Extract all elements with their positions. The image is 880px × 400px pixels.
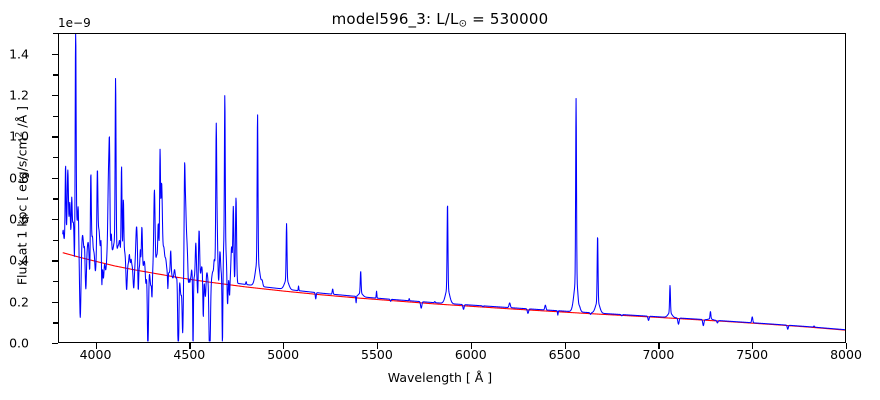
x-tick-label: 4500 [173,347,206,362]
y-axis-label: Flux at 1 kpc [ erg/s/cm2 /Å ] [14,46,29,346]
x-axis-label: Wavelength [ Å ] [387,370,493,385]
y-tick-label: 1.0 [9,128,29,144]
y-minor-tick-mark [53,239,58,241]
x-tick-label: 7000 [642,347,675,362]
x-tick-label: 8000 [830,347,862,362]
x-tick-mark [376,343,379,349]
y-tick-label: 0.6 [9,211,29,227]
y-tick-mark [52,136,58,138]
y-tick-mark [52,219,58,221]
title-tail: = 530000 [467,10,549,28]
x-tick-mark [564,343,566,349]
y-minor-tick-mark [53,157,58,159]
y-tick-mark [52,53,58,55]
y-minor-tick-mark [53,115,58,117]
y-tick-mark [52,260,58,262]
x-tick-mark [752,343,754,349]
x-tick-label: 4000 [79,347,112,362]
y-tick-label: 1.2 [9,87,29,103]
ylabel-exponent: 2 [14,131,25,138]
y-tick-label: 0.0 [9,335,29,351]
continuum-curve [62,252,845,331]
x-tick-label: 6500 [548,347,581,362]
x-tick-mark [470,343,473,349]
x-tick-mark [658,343,660,349]
x-tick-label: 5000 [267,347,300,362]
y-minor-tick-mark [53,281,58,283]
spectrum-curve [62,34,845,342]
y-minor-tick-mark [53,322,58,324]
y-tick-mark [52,301,58,303]
plot-axes [58,33,846,343]
ylabel-pre: Flux at 1 kpc [ erg/s/cm [14,137,30,286]
y-tick-label: 0.2 [9,294,29,310]
title-main: model596_3: L/L [331,10,459,28]
y-tick-mark [52,343,58,345]
x-tick-label: 5500 [361,347,393,362]
y-tick-label: 0.4 [9,252,29,268]
y-tick-label: 1.4 [9,46,29,62]
x-tick-label: 7500 [736,347,769,362]
y-minor-tick-mark [53,74,58,76]
x-tick-label: 6000 [454,347,487,362]
x-tick-mark [95,343,97,349]
y-axis-offset-label: 1e−9 [58,16,91,30]
x-tick-mark [189,343,191,349]
y-tick-mark [52,95,58,97]
y-minor-tick-mark [53,198,58,200]
y-tick-mark [52,177,58,179]
plot-title: model596_3: L/L⊙ = 530000 [0,10,880,30]
solar-symbol: ⊙ [458,18,468,30]
y-minor-tick-mark [53,33,58,35]
y-tick-label: 0.8 [9,170,29,186]
x-tick-mark [283,343,285,349]
x-tick-mark [846,343,848,349]
spectrum-canvas [62,34,845,342]
ylabel-post: /Å ] [14,106,30,132]
